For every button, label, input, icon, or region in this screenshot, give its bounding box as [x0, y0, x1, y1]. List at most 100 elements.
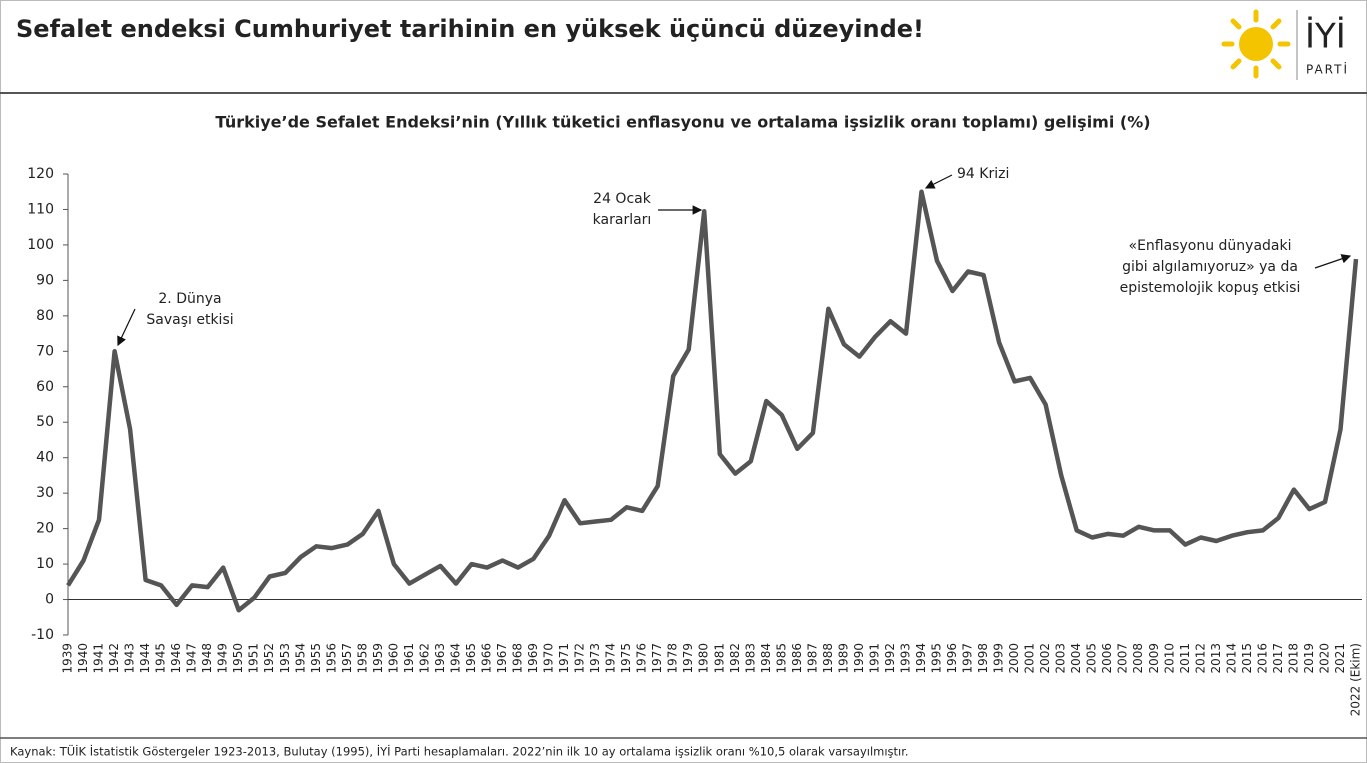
x-tick-label: 1950 — [231, 643, 245, 674]
y-tick-label: 90 — [36, 272, 54, 288]
y-tick-label: 110 — [27, 201, 54, 217]
x-tick-label: 1984 — [759, 643, 773, 674]
y-tick-label: 100 — [27, 237, 54, 253]
annotation: 2. Dünya — [158, 291, 221, 307]
logo-name: İYİ — [1305, 17, 1346, 57]
y-tick-label: 20 — [36, 521, 54, 537]
x-tick-label: 1939 — [61, 643, 75, 674]
source-note: Kaynak: TÜİK İstatistik Göstergeler 1923… — [10, 743, 909, 759]
chart-title: Türkiye’de Sefalet Endeksi’nin (Yıllık t… — [215, 113, 1150, 132]
x-tick-label: 1947 — [185, 643, 199, 674]
x-tick-label: 1945 — [154, 643, 168, 674]
y-tick-label: 70 — [36, 343, 54, 359]
x-tick-label: 1960 — [386, 643, 400, 674]
x-tick-label: 2011 — [1178, 643, 1192, 674]
y-tick-label: 80 — [36, 308, 54, 324]
annotation-arrow — [924, 174, 953, 189]
x-tick-label: 1989 — [836, 643, 850, 674]
y-tick-label: 50 — [36, 414, 54, 430]
y-tick-label: 120 — [27, 166, 54, 182]
x-tick-label: 1972 — [573, 643, 587, 674]
x-tick-label: 1990 — [852, 643, 866, 674]
x-tick-label: 2020 — [1317, 643, 1331, 674]
annotation: Savaşı etkisi — [146, 312, 233, 328]
x-tick-label: 1946 — [169, 643, 183, 674]
x-tick-label: 1976 — [635, 643, 649, 674]
logo: İYİ PARTİ — [1221, 9, 1349, 80]
x-tick-label: 1992 — [883, 643, 897, 674]
x-tick-label: 1944 — [138, 643, 152, 674]
annotation: «Enflasyonu dünyadaki — [1129, 238, 1292, 254]
x-tick-label: 2010 — [1162, 643, 1176, 674]
x-tick-label: 1978 — [666, 643, 680, 674]
x-tick-label: 1981 — [712, 643, 726, 674]
annotation-arrow — [117, 308, 136, 347]
annotation-arrow — [1314, 254, 1352, 269]
x-tick-label: 1962 — [417, 643, 431, 674]
x-tick-label: 1952 — [262, 643, 276, 674]
x-tick-label: 1957 — [340, 643, 354, 674]
y-tick-label: 0 — [45, 592, 54, 608]
y-tick-label: -10 — [31, 627, 54, 643]
page-title: Sefalet endeksi Cumhuriyet tarihinin en … — [16, 15, 924, 43]
x-tick-label: 1997 — [961, 643, 975, 674]
x-tick-label: 1963 — [433, 643, 447, 674]
x-tick-label: 1977 — [650, 643, 664, 674]
x-tick-label: 1943 — [123, 643, 137, 674]
x-tick-label: 1958 — [355, 643, 369, 674]
x-tick-label: 1988 — [821, 643, 835, 674]
x-tick-label: 1999 — [992, 643, 1006, 674]
annotation: 94 Krizi — [957, 166, 1009, 182]
y-tick-label: 10 — [36, 556, 54, 572]
x-tick-label: 1953 — [278, 643, 292, 674]
x-tick-label: 1994 — [914, 643, 928, 674]
x-tick-label: 1993 — [898, 643, 912, 674]
x-tick-label: 1998 — [976, 643, 990, 674]
x-tick-label: 1968 — [511, 643, 525, 674]
x-tick-label: 1965 — [464, 643, 478, 674]
x-tick-label: 1973 — [588, 643, 602, 674]
y-tick-label: 60 — [36, 379, 54, 395]
x-tick-label: 1951 — [247, 643, 261, 674]
x-tick-label: 1964 — [448, 643, 462, 674]
x-tick-label: 2003 — [1054, 643, 1068, 674]
logo-sub: PARTİ — [1306, 62, 1349, 77]
x-tick-label: 1983 — [743, 643, 757, 674]
x-tick-label: 2007 — [1116, 643, 1130, 674]
x-tick-label: 2014 — [1224, 643, 1238, 674]
x-tick-label: 1971 — [557, 643, 571, 674]
x-tick-label: 2004 — [1069, 643, 1083, 674]
x-tick-label: 2018 — [1286, 643, 1300, 674]
x-tick-label: 1974 — [604, 643, 618, 674]
x-tick-label: 1948 — [200, 643, 214, 674]
x-tick-label: 2012 — [1193, 643, 1207, 674]
annotation: gibi algılamıyoruz» ya da — [1122, 259, 1298, 275]
x-tick-label: 2002 — [1038, 643, 1052, 674]
x-tick-label: 1987 — [805, 643, 819, 674]
x-tick-label: 1985 — [774, 643, 788, 674]
x-tick-label: 1979 — [681, 643, 695, 674]
x-tick-label: 1982 — [728, 643, 742, 674]
x-tick-label: 2021 — [1333, 643, 1347, 674]
x-tick-label: 1986 — [790, 643, 804, 674]
annotation: epistemolojik kopuş etkisi — [1120, 280, 1301, 296]
x-tick-label: 2005 — [1085, 643, 1099, 674]
x-tick-label: 1996 — [945, 643, 959, 674]
x-tick-label: 1954 — [293, 643, 307, 674]
x-tick-label: 1942 — [107, 643, 121, 674]
x-tick-label: 2009 — [1147, 643, 1161, 674]
annotation: 24 Ocak — [593, 191, 652, 207]
x-tick-label: 2022 (Ekim) — [1349, 643, 1363, 716]
x-tick-label: 2017 — [1271, 643, 1285, 674]
x-tick-label: 1970 — [542, 643, 556, 674]
x-tick-label: 2016 — [1255, 643, 1269, 674]
x-tick-label: 1940 — [76, 643, 90, 674]
x-tick-label: 2001 — [1023, 643, 1037, 674]
x-tick-label: 2006 — [1100, 643, 1114, 674]
x-tick-label: 2019 — [1302, 643, 1316, 674]
x-tick-label: 1941 — [92, 643, 106, 674]
data-line — [66, 189, 1359, 613]
x-tick-label: 1975 — [619, 643, 633, 674]
